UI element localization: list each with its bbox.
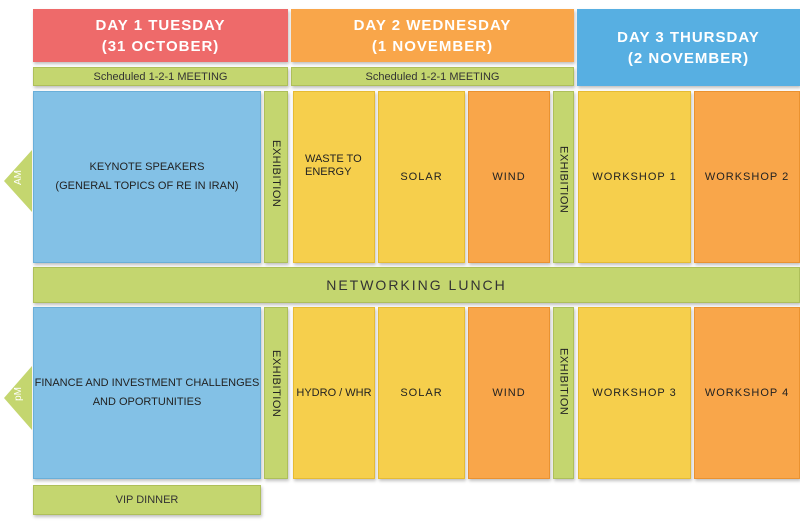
pm-wind: WIND — [468, 307, 550, 479]
day1-header: DAY 1 TUESDAY (31 OCTOBER) — [33, 9, 288, 62]
workshop-3: WORKSHOP 3 — [578, 307, 691, 479]
keynote-subtitle: (GENERAL TOPICS OF RE IN IRAN) — [55, 180, 239, 192]
day3-date: (2 NOVEMBER) — [627, 49, 750, 67]
finance-line1: FINANCE AND INVESTMENT CHALLENGES — [34, 377, 260, 389]
day1-title: DAY 1 TUESDAY — [95, 16, 226, 34]
pm-label: pM — [13, 387, 24, 401]
am-exhibition-2-label: EXHIBITION — [557, 146, 570, 214]
day3-header: DAY 3 THURSDAY (2 NOVEMBER) — [577, 9, 800, 86]
pm-exhibition-2: EXHIBITION — [553, 307, 574, 479]
day2-date: (1 NOVEMBER) — [371, 37, 494, 55]
waste-to-energy: WASTE TO ENERGY — [293, 91, 375, 263]
keynote-title: KEYNOTE SPEAKERS — [89, 161, 205, 173]
am-wind: WIND — [468, 91, 550, 263]
pm-exhibition-1: EXHIBITION — [264, 307, 288, 479]
pm-arrow — [4, 366, 32, 430]
am-arrow — [4, 150, 32, 212]
waste-line2: ENERGY — [305, 166, 352, 178]
keynote-speakers: KEYNOTE SPEAKERS (GENERAL TOPICS OF RE I… — [33, 91, 261, 263]
am-exhibition-2: EXHIBITION — [553, 91, 574, 263]
day2-title: DAY 2 WEDNESDAY — [353, 16, 512, 34]
workshop-1: WORKSHOP 1 — [578, 91, 691, 263]
day2-meeting: Scheduled 1-2-1 MEETING — [291, 67, 574, 86]
pm-exhibition-2-label: EXHIBITION — [557, 348, 570, 416]
finance-line2: AND OPORTUNITIES — [92, 396, 202, 408]
workshop-2: WORKSHOP 2 — [694, 91, 800, 263]
networking-lunch: NETWORKING LUNCH — [33, 267, 800, 303]
hydro-whr: HYDRO / WHR — [293, 307, 375, 479]
am-exhibition-1-label: EXHIBITION — [270, 140, 282, 208]
pm-solar: SOLAR — [378, 307, 465, 479]
am-exhibition-1: EXHIBITION — [264, 91, 288, 263]
waste-line1: WASTE TO — [305, 153, 362, 165]
day3-title: DAY 3 THURSDAY — [617, 28, 760, 46]
am-solar: SOLAR — [378, 91, 465, 263]
pm-exhibition-1-label: EXHIBITION — [270, 350, 282, 418]
day1-date: (31 OCTOBER) — [101, 37, 220, 55]
finance-investment: FINANCE AND INVESTMENT CHALLENGES AND OP… — [33, 307, 261, 479]
vip-dinner: VIP DINNER — [33, 485, 261, 515]
am-label: AM — [13, 170, 24, 185]
day2-header: DAY 2 WEDNESDAY (1 NOVEMBER) — [291, 9, 574, 62]
day1-meeting: Scheduled 1-2-1 MEETING — [33, 67, 288, 86]
workshop-4: WORKSHOP 4 — [694, 307, 800, 479]
